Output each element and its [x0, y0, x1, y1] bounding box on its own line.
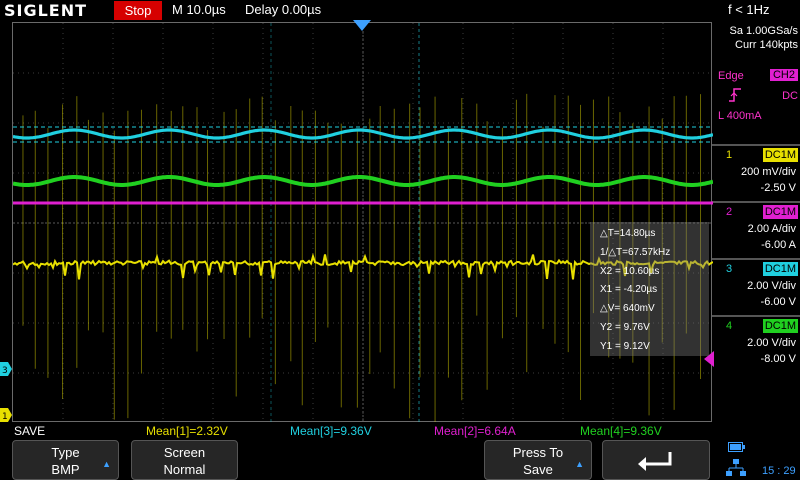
dropdown-arrow-icon: ▲: [575, 459, 584, 469]
channel-scale: 2.00 V/div: [747, 280, 796, 292]
menu-title: SAVE: [14, 424, 46, 438]
channel-offset: -6.00 V: [760, 296, 796, 308]
delta-v: △V= 640mV: [600, 303, 655, 315]
svg-text:1: 1: [2, 412, 8, 422]
clock: 15 : 29: [762, 465, 796, 477]
trigger-source-badge: CH2: [769, 69, 798, 81]
top-status-bar: SIGLENT Stop M 10.0µs Delay 0.00µs f < 1…: [0, 0, 800, 22]
channel-number: 4: [726, 320, 733, 332]
channel-coupling-badge: DC1M: [762, 148, 798, 162]
ch3-waveform: [13, 128, 713, 140]
frequency-counter: f < 1Hz: [728, 2, 770, 17]
channel-1-panel[interactable]: 1 DC1M 200 mV/div -2.50 V: [712, 144, 800, 200]
mean-ch3: Mean[3]=9.36V: [290, 424, 372, 438]
mean-ch4: Mean[4]=9.36V: [580, 424, 662, 438]
softkey-value: Normal: [163, 462, 206, 477]
cursor-y2: Y2 = 9.76V: [600, 321, 650, 333]
channel-3-panel[interactable]: 3 DC1M 2.00 V/div -6.00 V: [712, 258, 800, 314]
trigger-panel[interactable]: Edge CH2 DC L 400mA: [714, 64, 800, 126]
type-softkey[interactable]: Type BMP ▲: [12, 440, 119, 480]
mean-ch1: Mean[1]=2.32V: [146, 424, 228, 438]
network-icon: [726, 459, 746, 476]
sample-rate: Sa 1.00GSa/s: [729, 25, 799, 37]
channel-offset: -6.00 A: [761, 239, 796, 251]
inverse-delta-t: 1/△T=67.57kHz: [600, 246, 671, 258]
cursor-y1: Y1 = 9.12V: [600, 340, 650, 352]
waveform-canvas: [13, 23, 713, 423]
cursor-x2: X2 = 10.60µs: [600, 265, 660, 277]
trigger-position-icon[interactable]: [353, 20, 371, 32]
softkey-label: Type: [51, 445, 80, 460]
channel-offset: -8.00 V: [760, 353, 796, 365]
dropdown-arrow-icon: ▲: [102, 459, 111, 469]
channel-number: 1: [726, 149, 733, 161]
channel-offset: -2.50 V: [760, 182, 796, 194]
softkey-value: Save: [523, 462, 553, 477]
memory-depth: Curr 140kpts: [735, 39, 798, 51]
system-status-area: [722, 440, 800, 480]
brand-logo: SIGLENT: [4, 1, 88, 20]
channel-coupling-badge: DC1M: [762, 319, 798, 333]
measurement-bar: SAVE Mean[1]=2.32V Mean[3]=9.36V Mean[2]…: [0, 422, 712, 440]
trigger-level-icon[interactable]: [702, 351, 714, 367]
battery-icon: [728, 442, 745, 452]
channel-4-panel[interactable]: 4 DC1M 2.00 V/div -8.00 V: [712, 315, 800, 371]
mean-ch2: Mean[2]=6.64A: [434, 424, 516, 438]
delay-readout[interactable]: Delay 0.00µs: [245, 2, 322, 17]
channel-4-marker-icon: 1: [0, 408, 12, 422]
return-arrow-icon: [638, 452, 672, 471]
channel-scale: 2.00 A/div: [747, 223, 796, 235]
trigger-type: Edge: [718, 70, 744, 82]
softkey-label: Screen: [163, 445, 206, 460]
channel-2-panel[interactable]: 2 DC1M 2.00 A/div -6.00 A: [712, 201, 800, 257]
timebase-readout[interactable]: M 10.0µs: [172, 2, 226, 17]
softkey-label: Press To: [512, 445, 564, 460]
cursor-measurement-panel: △T=14.80µs 1/△T=67.57kHz X2 = 10.60µs X1…: [590, 222, 709, 356]
trigger-level: L 400mA: [718, 110, 762, 122]
channel-number: 3: [726, 263, 733, 275]
ch1-waveform: [13, 252, 713, 280]
channel-scale: 2.00 V/div: [747, 337, 796, 349]
rising-edge-icon: [728, 88, 742, 105]
screen-softkey[interactable]: Screen Normal: [131, 440, 238, 480]
delta-t: △T=14.80µs: [600, 228, 656, 239]
svg-text:3: 3: [2, 366, 8, 376]
channel-3-marker-icon: 3: [0, 362, 12, 376]
trigger-coupling: DC: [782, 90, 798, 102]
channel-coupling-badge: DC1M: [762, 262, 798, 276]
run-stop-indicator[interactable]: Stop: [114, 1, 162, 20]
cursor-x1: X1 = -4.20µs: [600, 284, 658, 296]
ch4-waveform: [13, 175, 713, 187]
channel-scale: 200 mV/div: [740, 166, 796, 178]
back-softkey[interactable]: [602, 440, 710, 480]
channel-coupling-badge: DC1M: [762, 205, 798, 219]
waveform-display[interactable]: [12, 22, 713, 423]
acquisition-info: Sa 1.00GSa/s Curr 140kpts: [716, 24, 799, 52]
channel-number: 2: [726, 206, 733, 218]
press-to-save-softkey[interactable]: Press To Save ▲: [484, 440, 592, 480]
softkey-value: BMP: [51, 462, 80, 477]
